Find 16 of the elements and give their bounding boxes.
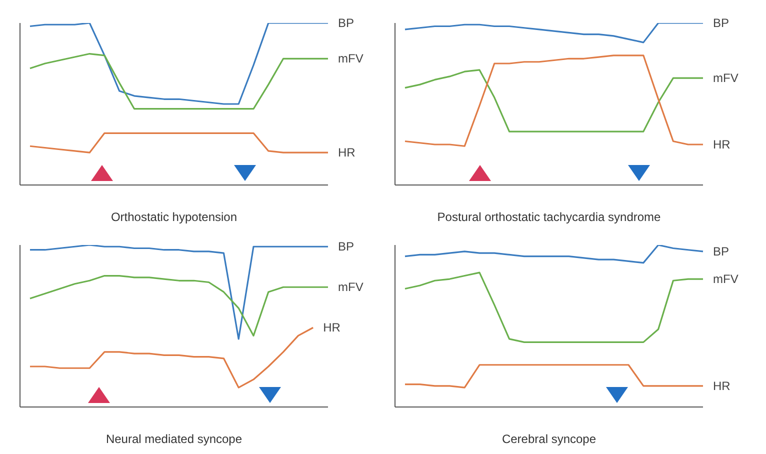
- series-label: mFV: [713, 272, 738, 286]
- series-label: HR: [713, 138, 731, 152]
- series-label: mFV: [338, 280, 364, 294]
- series-label: BP: [713, 244, 730, 258]
- series-label: HR: [338, 146, 356, 160]
- x-axis-title: Cerebral syncope: [502, 432, 596, 446]
- x-axis-title: Neural mediated syncope: [106, 432, 242, 446]
- x-axis-title: Postural orthostatic tachycardia syndrome: [437, 210, 662, 224]
- series-label: BP: [338, 240, 354, 254]
- series-label: HR: [323, 320, 341, 335]
- x-axis-title: Orthostatic hypotension: [110, 210, 238, 224]
- series-label: mFV: [338, 52, 364, 66]
- series-label: HR: [713, 378, 731, 393]
- series-label: mFV: [713, 71, 738, 86]
- series-label: BP: [713, 16, 730, 30]
- series-label: BP: [338, 16, 354, 30]
